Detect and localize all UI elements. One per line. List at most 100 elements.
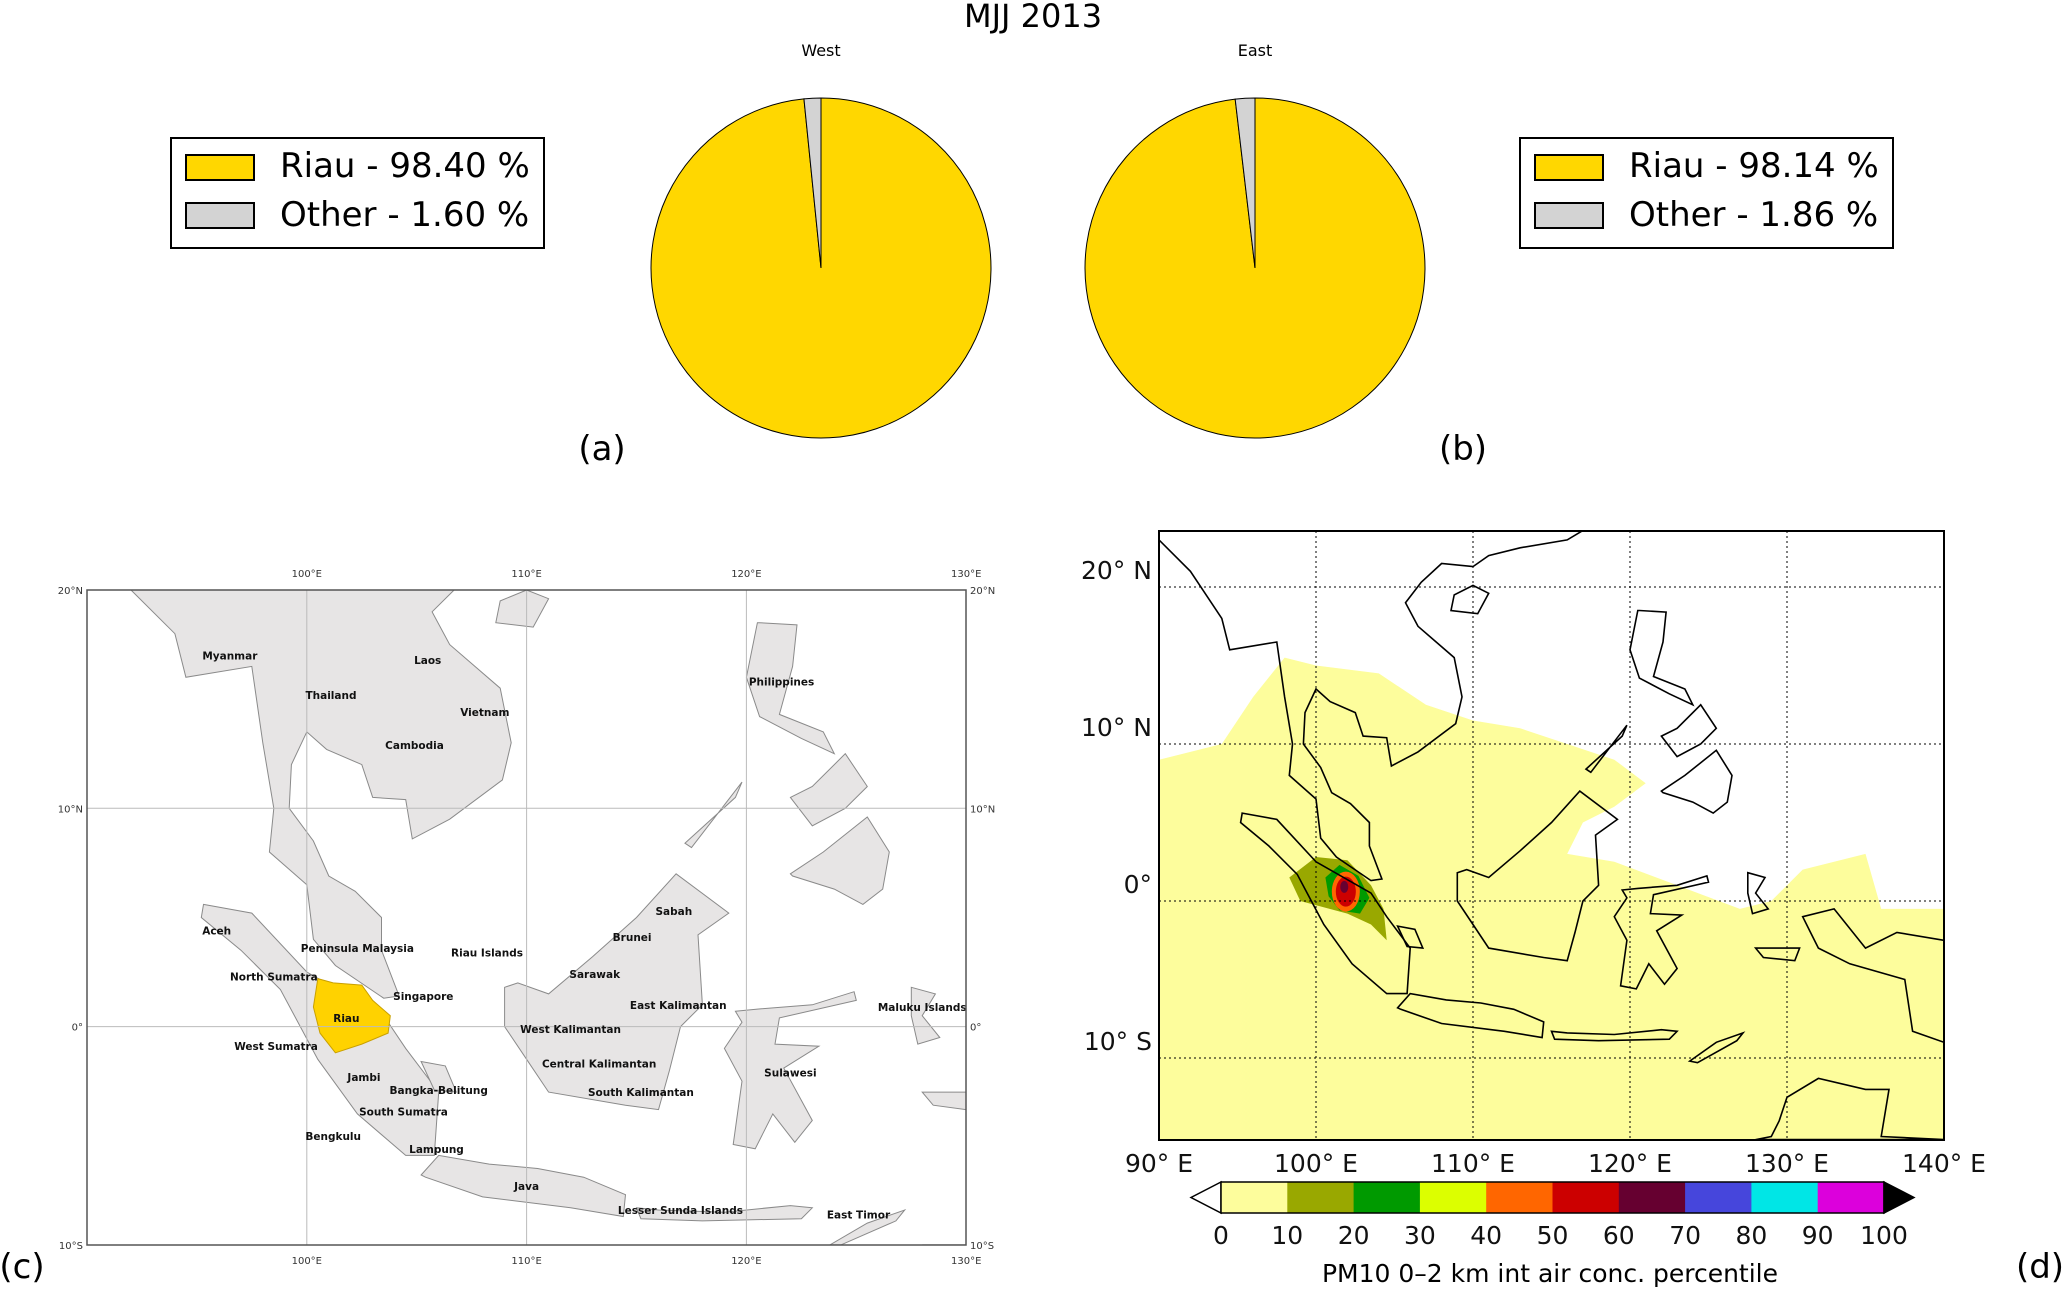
coastline-newguinea — [1801, 908, 1944, 1044]
colorbar-tick-label: 60 — [1603, 1221, 1635, 1250]
land-palawan — [684, 781, 743, 849]
map-label: Lesser Sunda Islands — [618, 1205, 743, 1217]
colorbar-tick-label: 70 — [1669, 1221, 1701, 1250]
panel-label-b: (b) — [1439, 429, 1487, 469]
map-label: North Sumatra — [230, 971, 318, 983]
legend-west-other: Other - 1.60 % — [280, 195, 529, 235]
lat-tick-label: 0° — [970, 1023, 981, 1034]
lon-tick-label: 100° E — [1274, 1149, 1358, 1178]
map-label: Riau Islands — [451, 947, 523, 959]
land-borneo — [504, 873, 730, 1111]
map-label: West Sumatra — [234, 1041, 318, 1053]
land-halmahera — [910, 986, 941, 1045]
plume-0-10 — [1159, 657, 1944, 1140]
colorbar-bin — [1419, 1182, 1487, 1213]
coastline-mainland — [1159, 531, 1584, 882]
colorbar-tick-label: 0 — [1213, 1221, 1229, 1250]
land-mainland — [87, 590, 681, 999]
coastline-java — [1396, 992, 1545, 1039]
lon-tick-label: 120°E — [731, 569, 761, 580]
colorbar: 0 10 20 30 40 50 60 70 80 90 100 — [1189, 1180, 1916, 1250]
map-label: Brunei — [613, 932, 652, 944]
colorbar-tick-label: 10 — [1271, 1221, 1303, 1250]
map-label: Bangka-Belitung — [390, 1085, 488, 1097]
land-sulawesi — [723, 991, 857, 1150]
lat-tick-label: 10°N — [58, 804, 83, 815]
colorbar-frame — [1220, 1181, 1885, 1214]
coastline-sulawesi — [1613, 874, 1710, 990]
legend-swatch-riau — [1534, 154, 1604, 181]
land-seram — [921, 1091, 966, 1111]
colorbar-bin — [1353, 1182, 1421, 1213]
colorbar-bin — [1552, 1182, 1620, 1213]
colorbar-tick-label: 20 — [1338, 1221, 1370, 1250]
colorbar-tick-label: 80 — [1735, 1221, 1767, 1250]
lon-tick-label: 90° E — [1125, 1149, 1193, 1178]
land-bangka — [420, 1060, 458, 1093]
lat-tick-label: 0° — [72, 1023, 83, 1034]
plume-60-70 — [1340, 880, 1349, 893]
riau-region — [312, 977, 391, 1054]
panel-label-d: (d) — [2016, 1247, 2064, 1287]
map-label: Peninsula Malaysia — [301, 943, 414, 955]
lat-tick-label: 20°N — [970, 586, 995, 597]
map-frame — [86, 589, 967, 1246]
colorbar-tick-label: 30 — [1404, 1221, 1436, 1250]
map-label: Central Kalimantan — [542, 1059, 656, 1071]
map-label: Jambi — [346, 1072, 380, 1084]
legend-swatch-riau — [185, 154, 255, 181]
map-source-regions: Myanmar Laos Thailand Vietnam Cambodia Philip… — [58, 569, 995, 1267]
pie-west — [650, 97, 992, 439]
legend-east: Riau - 98.14 % Other - 1.86 % — [1519, 137, 1894, 249]
colorbar-bin — [1751, 1182, 1819, 1213]
coastline-bangka — [1396, 925, 1425, 950]
map-label: Philippines — [749, 677, 814, 689]
map-label: Sabah — [655, 906, 692, 918]
map-label: East Timor — [827, 1209, 891, 1221]
colorbar-tick-label: 100 — [1860, 1221, 1908, 1250]
map-label: South Kalimantan — [588, 1087, 694, 1099]
coastline-seram — [1753, 947, 1801, 962]
map-label: Riau — [333, 1013, 359, 1025]
map-label: South Sumatra — [359, 1107, 448, 1119]
lat-tick-label: 0° — [1124, 870, 1152, 899]
map-label: Cambodia — [385, 740, 444, 752]
land-lsunda — [635, 1205, 814, 1222]
pie-slice-other — [1234, 97, 1256, 269]
lon-tick-label: 130°E — [951, 1256, 981, 1267]
coastline-mindanao — [1660, 749, 1733, 815]
map-pm10-percentile: 90° E 100° E 110° E 120° E 130° E 140° E 20° N… — [1081, 530, 1986, 1178]
pie-east — [1084, 97, 1426, 439]
map-label: Singapore — [393, 991, 453, 1003]
map-label: Sarawak — [569, 969, 621, 981]
lon-tick-label: 110°E — [511, 569, 541, 580]
lon-tick-label: 130°E — [951, 569, 981, 580]
lon-tick-label: 130° E — [1745, 1149, 1829, 1178]
map-label: Bengkulu — [305, 1131, 361, 1143]
coastline-lsunda — [1550, 1028, 1679, 1042]
map-label: Maluku Islands — [878, 1002, 967, 1014]
coastline-luzon — [1629, 609, 1695, 707]
figure-title: MJJ 2013 — [964, 0, 1102, 35]
map-label: Java — [513, 1181, 539, 1193]
legend-swatch-other — [1534, 202, 1604, 229]
colorbar-bin — [1685, 1182, 1752, 1213]
panel-label-c: (c) — [0, 1247, 45, 1287]
map-label: Lampung — [409, 1144, 464, 1156]
map-label: Laos — [414, 655, 441, 667]
lon-tick-label: 120°E — [731, 1256, 761, 1267]
coastline-hainan — [1450, 584, 1490, 615]
colorbar-bin — [1287, 1182, 1355, 1213]
colorbar-label: PM10 0–2 km int air conc. percentile — [1322, 1259, 1778, 1288]
lon-tick-label: 140° E — [1902, 1149, 1986, 1178]
lon-tick-label: 120° E — [1588, 1149, 1672, 1178]
colorbar-bin — [1817, 1182, 1885, 1213]
map-label: Thailand — [305, 690, 356, 702]
legend-east-riau: Riau - 98.14 % — [1629, 146, 1879, 186]
legend-swatch-other — [185, 202, 255, 229]
colorbar-extend-low — [1189, 1180, 1222, 1215]
land-mindanao — [789, 816, 890, 905]
colorbar-bin — [1221, 1182, 1288, 1213]
colorbar-tick-label: 90 — [1802, 1221, 1834, 1250]
